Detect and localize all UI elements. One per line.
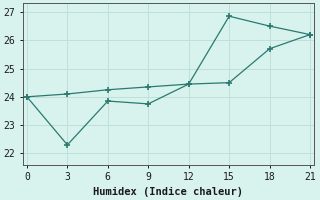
X-axis label: Humidex (Indice chaleur): Humidex (Indice chaleur) bbox=[93, 186, 244, 197]
